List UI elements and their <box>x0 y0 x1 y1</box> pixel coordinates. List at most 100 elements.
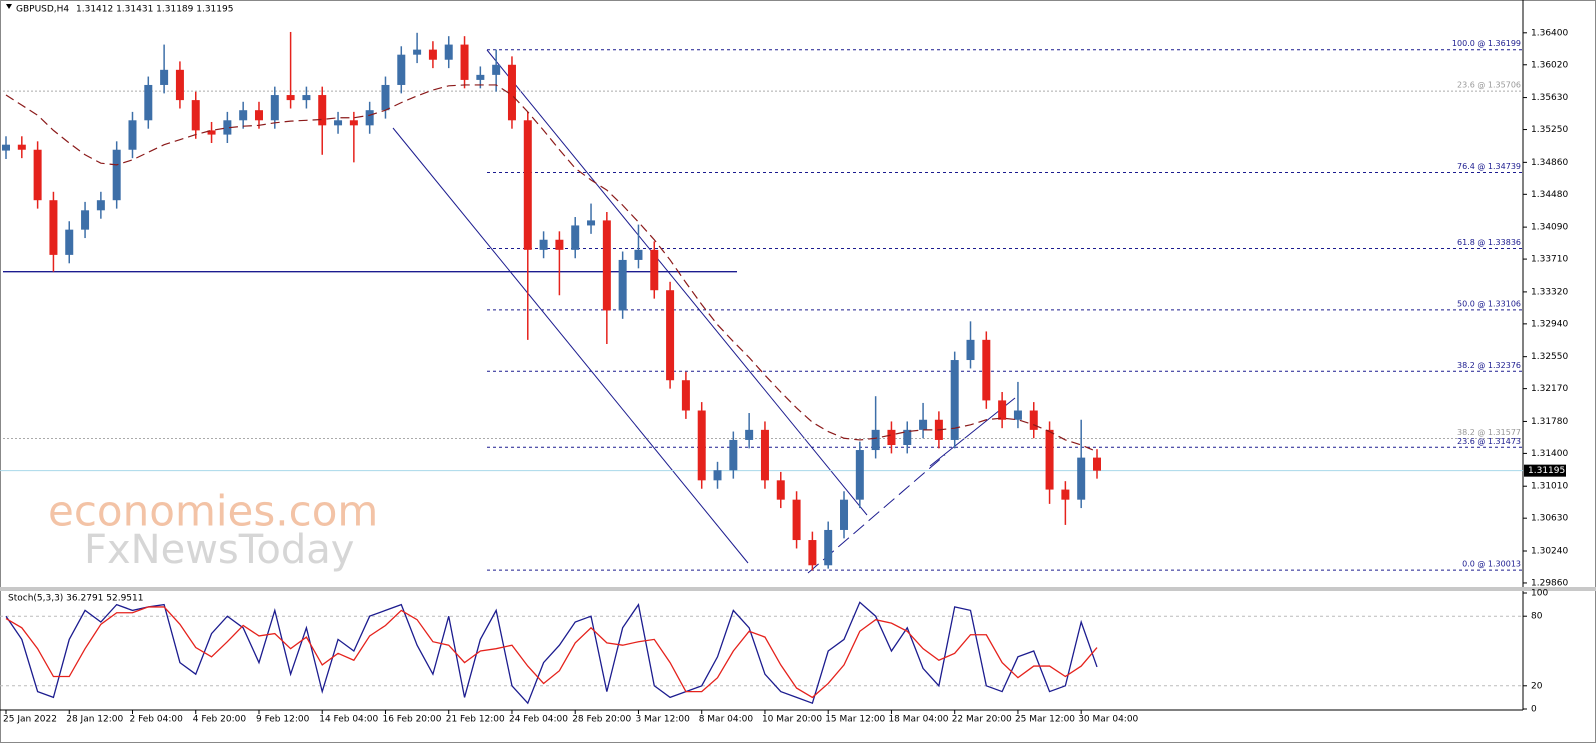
panel-separator <box>0 587 1596 591</box>
x-tick-label: 28 Feb 20:00 <box>572 715 631 725</box>
candle-body <box>302 95 311 101</box>
candle-body <box>855 450 864 500</box>
candle-body <box>776 480 785 500</box>
candle-body <box>128 120 137 150</box>
candle-body <box>507 64 516 121</box>
candle-body <box>65 229 74 255</box>
x-tick-label: 25 Jan 2022 <box>3 715 57 725</box>
stochastic-line <box>5 606 1098 699</box>
y-tick-label: 1.32550 <box>1531 352 1568 362</box>
y-tick-label: 1.35630 <box>1531 93 1568 103</box>
menu-arrow[interactable] <box>6 4 12 9</box>
candle-body <box>966 339 975 361</box>
candle-body <box>887 429 896 445</box>
x-tick-label: 24 Feb 04:00 <box>509 715 568 725</box>
candle-body <box>555 239 564 250</box>
candle-body <box>792 499 801 541</box>
x-tick-label: 14 Feb 04:00 <box>319 715 378 725</box>
candle-body <box>618 259 627 311</box>
candle-body <box>1077 457 1086 500</box>
candle-body <box>96 200 105 211</box>
candle-body <box>254 110 263 121</box>
candle-body <box>112 149 121 201</box>
candle-body <box>334 120 343 126</box>
y-tick-label: 1.30240 <box>1531 546 1568 556</box>
candle-body <box>160 69 169 85</box>
candle-body <box>413 49 422 55</box>
current-price-label: 1.31195 <box>1528 466 1565 476</box>
candle-body <box>381 84 390 111</box>
y-tick-label: 1.35250 <box>1531 125 1568 135</box>
x-tick-label: 25 Mar 12:00 <box>1015 715 1075 725</box>
candle-body <box>903 429 912 445</box>
current-price-box <box>1524 464 1566 477</box>
y-tick-label: 1.34860 <box>1531 158 1568 168</box>
y-tick-label: 1.36400 <box>1531 28 1568 38</box>
stochastic-line <box>5 601 1098 705</box>
moving-average <box>5 84 1098 453</box>
candle-body <box>460 44 469 80</box>
y-tick-label: 1.32170 <box>1531 384 1568 394</box>
x-tick-label: 2 Feb 04:00 <box>129 715 183 725</box>
chart-title: GBPUSD,H4 <box>16 5 69 15</box>
candle-body <box>223 120 232 135</box>
candle-body <box>175 69 184 101</box>
x-tick-label: 8 Mar 04:00 <box>699 715 754 725</box>
candle-body <box>428 49 437 60</box>
candle-body <box>571 225 580 250</box>
x-tick-label: 30 Mar 04:00 <box>1078 715 1138 725</box>
candle-body <box>49 200 58 255</box>
x-tick-label: 16 Feb 20:00 <box>382 715 441 725</box>
candle-body <box>286 95 295 101</box>
candle-body <box>760 429 769 481</box>
candle-body <box>808 540 817 566</box>
candle-body <box>207 130 216 135</box>
candle-body <box>587 220 596 226</box>
fib-label: 76.4 @ 1.34739 <box>1457 162 1521 171</box>
candle-body <box>1013 410 1022 420</box>
y-tick-label: 1.31400 <box>1531 449 1568 459</box>
candle-body <box>444 44 453 60</box>
candle-body <box>824 529 833 566</box>
candle-body <box>492 64 501 75</box>
candle-body <box>745 429 754 440</box>
candle-body <box>318 95 327 126</box>
candle-body <box>982 339 991 401</box>
fib-label: 23.6 @ 1.31473 <box>1457 437 1521 446</box>
x-tick-label: 4 Feb 20:00 <box>193 715 247 725</box>
y-tick-label: 1.31780 <box>1531 417 1568 427</box>
x-tick-label: 15 Mar 12:00 <box>825 715 885 725</box>
candle-body <box>729 439 738 471</box>
candle-body <box>919 419 928 430</box>
candle-body <box>2 144 10 151</box>
x-tick-label: 22 Mar 20:00 <box>952 715 1012 725</box>
candle-body <box>1045 429 1054 490</box>
fib-label: 38.2 @ 1.31577 <box>1457 428 1521 437</box>
candle-body <box>840 499 849 530</box>
channel-line <box>486 49 868 516</box>
indicator-title: Stoch(5,3,3) 36.2791 52.9511 <box>8 594 143 604</box>
candle-body <box>681 380 690 411</box>
candle-body <box>81 210 90 230</box>
candle-body <box>523 120 532 250</box>
watermark: FxNewsToday <box>84 527 354 573</box>
candle-body <box>144 84 153 121</box>
candle-body <box>713 470 722 481</box>
y-tick-label: 0 <box>1531 705 1537 715</box>
channel-line <box>392 127 749 564</box>
candle-body <box>871 429 880 451</box>
y-tick-label: 1.30630 <box>1531 514 1568 524</box>
candle-body <box>476 74 485 80</box>
candle-body <box>998 400 1007 420</box>
candle-body <box>602 220 611 311</box>
x-tick-label: 3 Mar 12:00 <box>635 715 690 725</box>
x-tick-label: 18 Mar 04:00 <box>888 715 948 725</box>
y-tick-label: 1.33710 <box>1531 255 1568 265</box>
candle-body <box>349 120 358 126</box>
candle-body <box>1061 489 1070 500</box>
y-tick-label: 20 <box>1531 681 1543 691</box>
fib-label: 100.0 @ 1.36199 <box>1452 39 1521 48</box>
candle-body <box>1093 457 1101 471</box>
